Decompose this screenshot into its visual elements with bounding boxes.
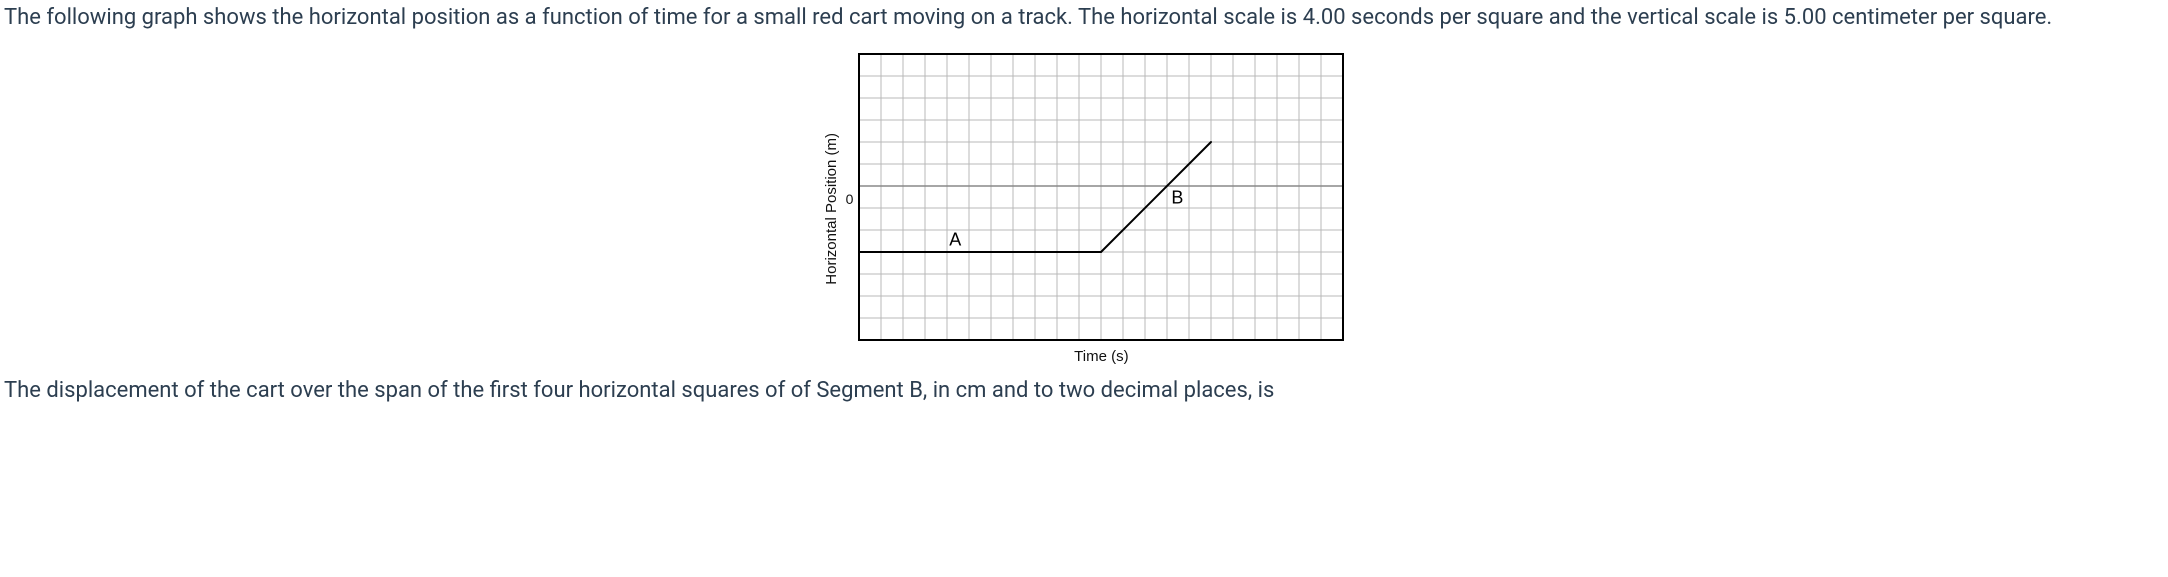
position-time-chart: AB xyxy=(857,52,1345,342)
question-followup: The displacement of the cart over the sp… xyxy=(4,375,2164,407)
question-intro: The following graph shows the horizontal… xyxy=(4,2,2164,34)
chart-area: Horizontal Position (m) 0 AB Time (s) xyxy=(4,52,2164,365)
y-axis-label: Horizontal Position (m) xyxy=(823,133,840,285)
zero-label: 0 xyxy=(846,191,854,207)
svg-text:B: B xyxy=(1172,187,1184,207)
x-axis-label: Time (s) xyxy=(1074,348,1128,365)
svg-text:A: A xyxy=(950,229,962,249)
